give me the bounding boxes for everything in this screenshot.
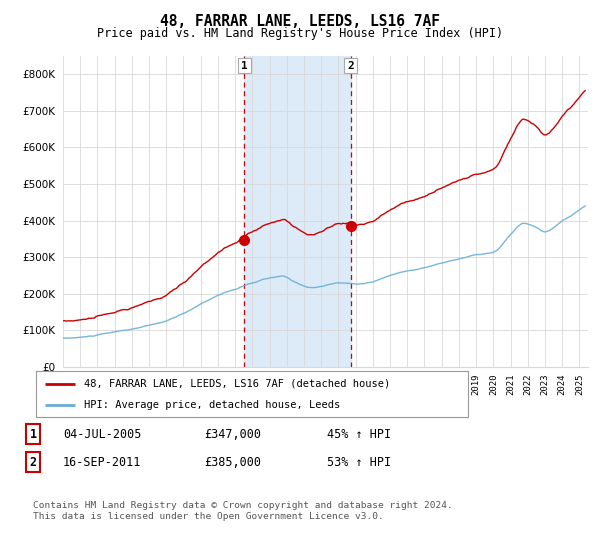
Text: Contains HM Land Registry data © Crown copyright and database right 2024.
This d: Contains HM Land Registry data © Crown c… xyxy=(33,501,453,521)
Text: 04-JUL-2005: 04-JUL-2005 xyxy=(63,427,142,441)
Text: £385,000: £385,000 xyxy=(204,455,261,469)
Text: 2: 2 xyxy=(347,60,354,71)
Text: HPI: Average price, detached house, Leeds: HPI: Average price, detached house, Leed… xyxy=(83,400,340,410)
Text: 2: 2 xyxy=(29,455,37,469)
Text: 1: 1 xyxy=(241,60,248,71)
Text: 1: 1 xyxy=(29,427,37,441)
Text: £347,000: £347,000 xyxy=(204,427,261,441)
Text: 48, FARRAR LANE, LEEDS, LS16 7AF: 48, FARRAR LANE, LEEDS, LS16 7AF xyxy=(160,14,440,29)
Text: 53% ↑ HPI: 53% ↑ HPI xyxy=(327,455,391,469)
Text: 16-SEP-2011: 16-SEP-2011 xyxy=(63,455,142,469)
Text: 48, FARRAR LANE, LEEDS, LS16 7AF (detached house): 48, FARRAR LANE, LEEDS, LS16 7AF (detach… xyxy=(83,379,390,389)
Text: Price paid vs. HM Land Registry's House Price Index (HPI): Price paid vs. HM Land Registry's House … xyxy=(97,27,503,40)
Bar xyxy=(244,56,350,367)
Text: 45% ↑ HPI: 45% ↑ HPI xyxy=(327,427,391,441)
